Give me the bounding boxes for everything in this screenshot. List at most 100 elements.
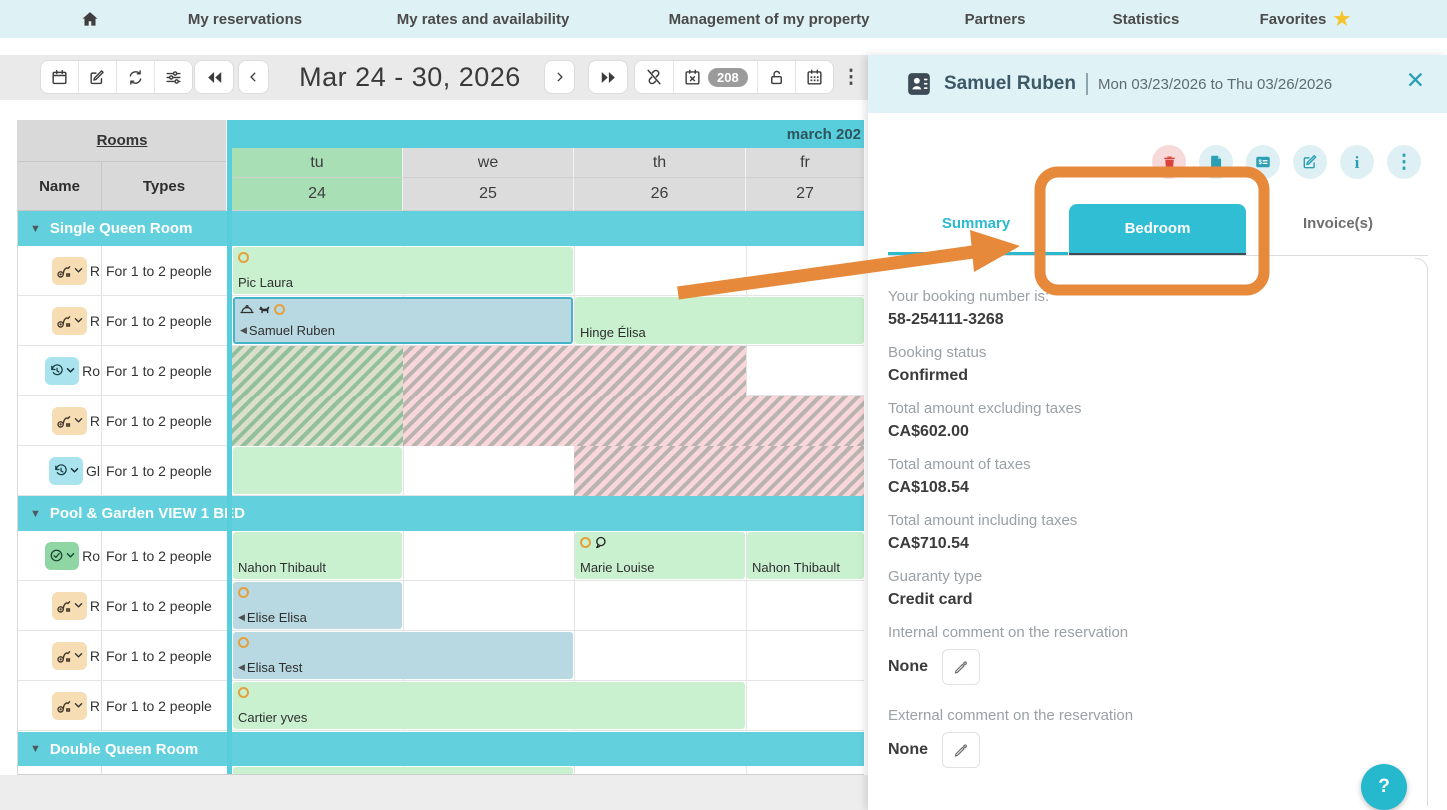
guest-name: Nahon Thibault <box>238 560 326 575</box>
edit-mode-button[interactable] <box>78 61 116 93</box>
history-status-badge[interactable] <box>49 456 83 485</box>
guest-name: Nahon Thibault <box>752 560 840 575</box>
reservation-detail-panel: Samuel Ruben Mon 03/23/2026 to Thu 03/26… <box>868 55 1447 810</box>
date-range-display[interactable]: Mar 24 - 30, 2026 <box>299 62 521 92</box>
nav-label: Management of my property <box>668 10 870 28</box>
delete-reservation-button[interactable] <box>1152 145 1186 179</box>
nav-partners[interactable]: Partners <box>965 0 1026 38</box>
row-days: ◀ Elisa Test <box>232 631 864 680</box>
field-label: Your booking number is: <box>888 288 1050 305</box>
field-label: Internal comment on the reservation <box>888 624 1129 641</box>
room-name: R <box>89 647 100 664</box>
nav-property-management[interactable]: Management of my property <box>669 0 870 38</box>
reservation-bar[interactable]: Nahon Thibault <box>233 532 402 579</box>
reservation-bar[interactable] <box>233 447 402 494</box>
room-type <box>102 766 226 774</box>
kebab-menu-icon: ⋮ <box>1394 151 1414 173</box>
unconfirmed-reservations-button[interactable]: 208 <box>673 61 757 93</box>
chevron-down-icon <box>74 268 83 273</box>
housekeeping-status-badge[interactable] <box>51 641 87 670</box>
housekeeping-status-badge[interactable] <box>51 591 87 620</box>
edit-reservation-button[interactable] <box>1293 145 1327 179</box>
group-header-single-queen[interactable]: ▼ Single Queen Room <box>18 211 864 246</box>
group-label: Pool & Garden VIEW 1 BED <box>49 505 245 522</box>
rooms-header-label: Rooms <box>96 132 148 149</box>
field-label: Total amount including taxes <box>888 512 1078 529</box>
blocked-period <box>403 346 746 396</box>
toolbar-left-group <box>40 60 193 94</box>
room-name-cell: R <box>18 296 102 345</box>
tab-invoices[interactable]: Invoice(s) <box>1302 215 1374 232</box>
edit-internal-comment-button[interactable] <box>942 649 980 685</box>
toolbar-more-menu[interactable]: ⋮ <box>838 60 864 94</box>
rooms-header[interactable]: Rooms <box>18 120 226 162</box>
reservation-bar[interactable]: ◀ Elisa Test <box>233 632 573 679</box>
blocked-period <box>232 346 403 396</box>
housekeeping-status-badge[interactable] <box>51 256 87 285</box>
billing-button[interactable]: $ <box>1246 145 1280 179</box>
booking-status-value: Confirmed <box>888 367 968 384</box>
housekeeping-status-badge[interactable] <box>51 306 87 335</box>
summary-fields: Your booking number is: 58-254111-3268 B… <box>888 275 1388 768</box>
room-type: For 1 to 2 people <box>106 412 212 429</box>
ready-status-badge[interactable] <box>45 541 80 570</box>
tab-bedroom[interactable]: Bedroom <box>1069 204 1246 253</box>
unassigned-toggle-button[interactable] <box>635 61 673 93</box>
guest-name: Hinge Élisa <box>580 325 646 340</box>
copy-document-button[interactable] <box>1199 145 1233 179</box>
help-button[interactable]: ? <box>1361 764 1407 810</box>
reservation-bar[interactable]: ◀ Elise Elisa <box>233 582 402 629</box>
jump-back-button[interactable] <box>194 60 234 94</box>
stay-dates: Mon 03/23/2026 to Thu 03/26/2026 <box>1097 75 1333 93</box>
guaranty-type-value: Credit card <box>888 591 973 608</box>
day-of-week-row: tu we th fr <box>232 148 864 178</box>
nav-label: Partners <box>964 10 1026 28</box>
reservation-bar[interactable]: Nahon Thibault <box>747 532 864 579</box>
month-view-button[interactable] <box>794 61 833 93</box>
info-button[interactable]: i <box>1340 145 1374 179</box>
nav-home[interactable] <box>80 0 101 38</box>
day-we: we <box>403 148 574 178</box>
reservation-bar[interactable] <box>233 767 573 774</box>
nav-label: My rates and availability <box>396 10 570 28</box>
group-header-double-queen[interactable]: ▼ Double Queen Room <box>18 732 864 766</box>
calendar-x-icon <box>685 69 700 85</box>
reservation-bar[interactable]: Pic Laura <box>233 247 573 294</box>
history-status-badge[interactable] <box>45 356 80 385</box>
housekeeping-status-badge[interactable] <box>51 406 87 435</box>
tab-summary[interactable]: Summary <box>941 215 1011 232</box>
next-period-button[interactable] <box>544 60 575 94</box>
unlink-icon <box>647 69 661 85</box>
blocked-period <box>232 396 403 446</box>
nav-favorites[interactable]: Favorites ★ <box>1260 0 1351 38</box>
nav-statistics[interactable]: Statistics <box>1113 0 1180 38</box>
status-ring-icon <box>238 686 249 698</box>
jump-forward-button[interactable] <box>588 60 628 94</box>
reservation-bar[interactable]: Marie Louise <box>575 532 745 579</box>
nav-my-reservations[interactable]: My reservations <box>188 0 302 38</box>
nav-rates-availability[interactable]: My rates and availability <box>397 0 570 38</box>
edit-external-comment-button[interactable] <box>942 732 980 768</box>
room-type: For 1 to 2 people <box>106 312 212 329</box>
calendar-view-button[interactable] <box>41 61 78 93</box>
room-row: R For 1 to 2 people <box>18 396 864 446</box>
previous-period-button[interactable] <box>238 60 269 94</box>
room-row: R For 1 to 2 people ◀ Elise Elisa <box>18 581 864 631</box>
field-label: External comment on the reservation <box>888 707 1134 724</box>
daynum-27: 27 <box>746 178 864 211</box>
more-actions-button[interactable]: ⋮ <box>1387 145 1421 179</box>
refresh-button[interactable] <box>116 61 154 93</box>
edit-icon <box>1303 154 1317 169</box>
reservation-bar-selected[interactable]: ◀ Samuel Ruben <box>233 297 573 344</box>
housekeeping-status-badge[interactable] <box>51 691 87 720</box>
continues-left-icon: ◀ <box>240 325 247 335</box>
reservation-bar[interactable]: Hinge Élisa <box>575 297 864 344</box>
svg-text:$: $ <box>1259 160 1263 166</box>
booking-number-value: 58-254111-3268 <box>888 311 1004 328</box>
lock-planning-button[interactable] <box>756 61 795 93</box>
group-header-pool-garden[interactable]: ▼ Pool & Garden VIEW 1 BED <box>18 496 864 531</box>
filters-button[interactable] <box>154 61 192 93</box>
calendar-icon <box>52 69 67 84</box>
close-icon[interactable]: ✕ <box>1405 67 1425 93</box>
reservation-bar[interactable]: Cartier yves <box>233 682 745 729</box>
